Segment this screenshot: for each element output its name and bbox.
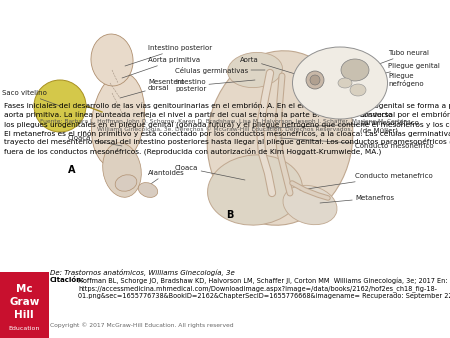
Text: Saco vitelino: Saco vitelino — [2, 90, 60, 106]
Text: Cloaca: Cloaca — [175, 165, 245, 180]
Text: Cloaca: Cloaca — [68, 135, 122, 146]
Ellipse shape — [338, 78, 352, 88]
Text: Hoffman BL, Schorge JO, Bradshaw KD, Halvorson LM, Schaffer JI, Corton MM  Willi: Hoffman BL, Schorge JO, Bradshaw KD, Hal… — [78, 277, 450, 299]
Text: Fuente: Barbara L. Hoffman, John O. Schorge, Karen D. Bradshaw, Lisa M. Halvorso: Fuente: Barbara L. Hoffman, John O. Scho… — [40, 119, 410, 124]
Text: Conducto
paramesonéfrico
(de Müller): Conducto paramesonéfrico (de Müller) — [268, 113, 419, 134]
Ellipse shape — [103, 143, 141, 197]
Text: Education: Education — [9, 326, 40, 331]
Text: Metanefros: Metanefros — [320, 195, 394, 203]
Ellipse shape — [91, 73, 144, 167]
Text: Intestino posterior: Intestino posterior — [125, 45, 212, 66]
Ellipse shape — [91, 34, 133, 86]
Text: Aorta primitiva: Aorta primitiva — [122, 57, 200, 78]
Ellipse shape — [115, 175, 137, 191]
Circle shape — [34, 80, 86, 132]
Text: Graw: Graw — [9, 297, 40, 307]
Ellipse shape — [207, 155, 302, 225]
Ellipse shape — [283, 185, 337, 225]
Text: Tubo neural: Tubo neural — [363, 50, 429, 70]
Text: Células germinativas: Células germinativas — [175, 67, 265, 73]
Text: Aorta: Aorta — [240, 57, 315, 80]
Ellipse shape — [350, 84, 366, 96]
Ellipse shape — [341, 59, 369, 81]
Text: De: Trastornos anatómicos, Williams Ginecología, 3e: De: Trastornos anatómicos, Williams Gine… — [50, 269, 235, 276]
Text: Conducto metanefrico: Conducto metanefrico — [300, 173, 433, 190]
Ellipse shape — [292, 47, 387, 119]
Text: Intestino
posterior: Intestino posterior — [175, 79, 255, 93]
Text: Williams Ginecología, 3e. Derechos © McGraw-Hill Education. Derechos Reservados.: Williams Ginecología, 3e. Derechos © McG… — [97, 126, 353, 131]
Ellipse shape — [138, 183, 158, 197]
Text: Mc: Mc — [16, 284, 32, 294]
Text: Pliegue genital: Pliegue genital — [345, 63, 440, 83]
Circle shape — [306, 71, 324, 89]
Text: B: B — [226, 210, 234, 220]
Ellipse shape — [228, 52, 283, 88]
Ellipse shape — [207, 51, 353, 225]
Circle shape — [310, 75, 320, 85]
Text: Fases iniciales del desarrollo de las vías genitourinarias en el embrión. A. En : Fases iniciales del desarrollo de las ví… — [4, 102, 450, 155]
Text: Citación:: Citación: — [50, 277, 85, 283]
Text: A: A — [68, 165, 76, 175]
Text: Hill: Hill — [14, 310, 34, 320]
FancyBboxPatch shape — [0, 272, 49, 338]
Text: Mesentero
dorsal: Mesentero dorsal — [120, 78, 184, 98]
Text: Conducto mesonéfrico: Conducto mesonéfrico — [280, 138, 434, 149]
Text: Copyright © 2017 McGraw-Hill Education. All rights reserved: Copyright © 2017 McGraw-Hill Education. … — [50, 322, 234, 328]
Text: Alantoides: Alantoides — [145, 170, 185, 188]
Text: Pliegue
nefrógeno: Pliegue nefrógeno — [358, 73, 423, 90]
